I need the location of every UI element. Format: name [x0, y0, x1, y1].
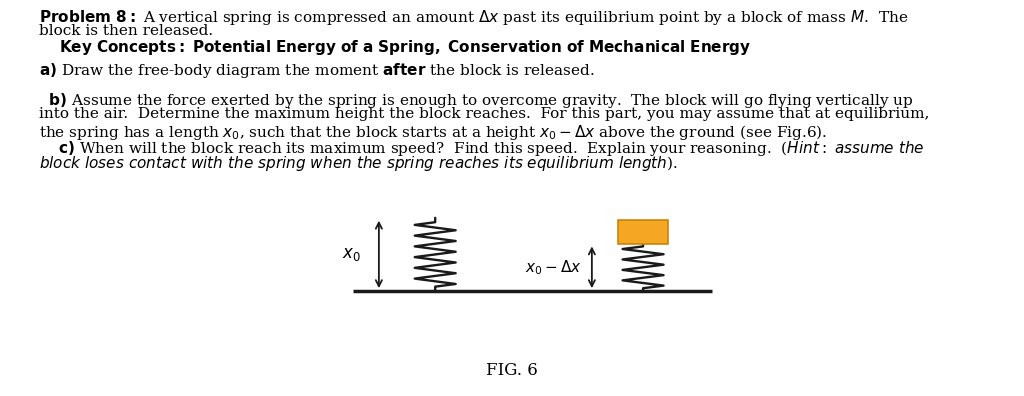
Text: $\mathbf{a)}$ Draw the free-body diagram the moment $\mathbf{after}$ the block i: $\mathbf{a)}$ Draw the free-body diagram…	[39, 61, 595, 80]
Text: block is then released.: block is then released.	[39, 24, 213, 38]
Text: $x_0 - \Delta x$: $x_0 - \Delta x$	[524, 258, 582, 277]
FancyBboxPatch shape	[618, 220, 668, 244]
Text: $\mathit{block\ loses\ contact\ with\ the\ spring\ when\ the\ spring\ reaches\ i: $\mathit{block\ loses\ contact\ with\ th…	[39, 154, 678, 173]
Text: $\mathbf{Key\ Concepts:\ Potential\ Energy\ of\ a\ Spring,\ Conservation\ of\ Me: $\mathbf{Key\ Concepts:\ Potential\ Ener…	[59, 38, 752, 57]
Text: FIG. 6: FIG. 6	[486, 362, 538, 379]
Text: $\mathbf{Problem\ 8:}$ A vertical spring is compressed an amount $\Delta x$ past: $\mathbf{Problem\ 8:}$ A vertical spring…	[39, 8, 908, 27]
Text: the spring has a length $x_0$, such that the block starts at a height $x_0 - \De: the spring has a length $x_0$, such that…	[39, 123, 827, 142]
Text: $x_0$: $x_0$	[342, 246, 360, 263]
Text: $\mathbf{b)}$ Assume the force exerted by the spring is enough to overcome gravi: $\mathbf{b)}$ Assume the force exerted b…	[39, 91, 913, 110]
Text: into the air.  Determine the maximum height the block reaches.  For this part, y: into the air. Determine the maximum heig…	[39, 107, 930, 121]
Text: $\mathbf{c)}$ When will the block reach its maximum speed?  Find this speed.  Ex: $\mathbf{c)}$ When will the block reach …	[39, 139, 925, 158]
